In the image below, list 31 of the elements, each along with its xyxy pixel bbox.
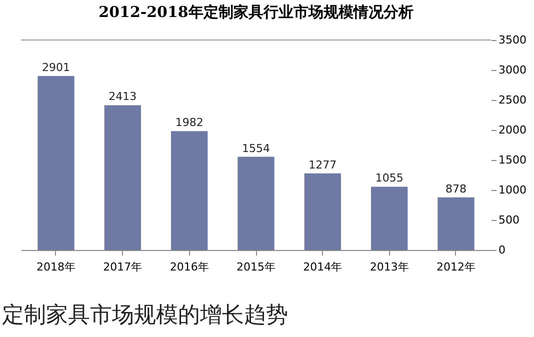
bar (104, 105, 141, 250)
data-label: 1982 (175, 116, 204, 130)
bar (371, 186, 408, 250)
bar (304, 173, 341, 250)
data-label: 2901 (42, 60, 70, 74)
bar (238, 156, 274, 250)
x-tick-label: 2014年 (303, 260, 342, 274)
chart-title: 2012-2018年定制家具行业市场规模情况分析 (98, 3, 414, 21)
data-label: 1277 (308, 158, 337, 172)
y-tick-label: 500 (498, 214, 520, 226)
bar (171, 131, 208, 250)
data-label: 1055 (375, 172, 404, 185)
y-tick-label: 1000 (498, 184, 526, 196)
data-label: 878 (446, 182, 466, 196)
y-tick-label: 3000 (498, 64, 526, 76)
bar (38, 76, 74, 250)
x-tick-label: 2015年 (236, 260, 276, 274)
y-tick-label: 1500 (498, 154, 526, 166)
data-label: 2413 (108, 90, 137, 104)
data-label: 1554 (242, 142, 270, 155)
bar (438, 197, 474, 250)
y-tick-label: 3500 (498, 34, 526, 46)
y-tick-label: 2000 (498, 124, 526, 136)
x-tick-label: 2018年 (36, 260, 76, 274)
x-tick-label: 2016年 (170, 260, 209, 274)
y-tick-label: 0 (498, 244, 506, 256)
x-tick-label: 2017年 (103, 260, 142, 274)
x-tick-label: 2013年 (370, 260, 409, 274)
text: 定制家具市场规模的增长趋势 (2, 302, 288, 330)
y-tick-label: 2500 (498, 94, 526, 106)
x-tick-label: 2012年 (436, 260, 476, 274)
